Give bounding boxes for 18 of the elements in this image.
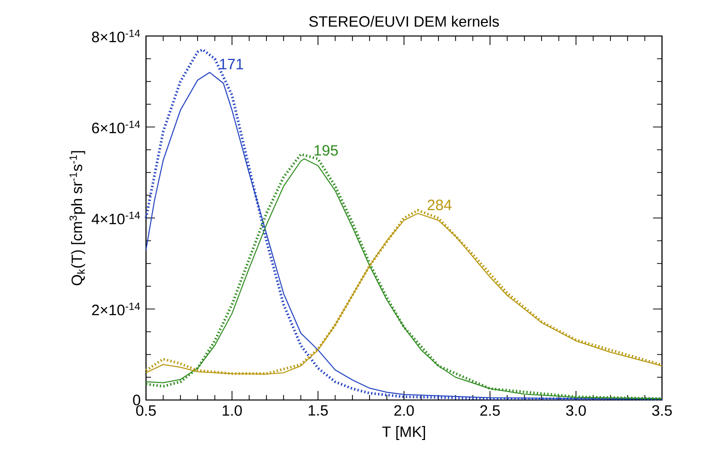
series-label: 171 [220, 58, 244, 70]
x-tick-label: 1.0 [222, 405, 242, 416]
x-tick-label: 3.0 [566, 405, 586, 416]
x-tick-label: 3.5 [652, 405, 672, 416]
y-tick-label: 8×10$^{-14}$ [92, 30, 140, 42]
x-tick-label: 0.5 [136, 405, 156, 416]
x-tick-label: 1.5 [308, 405, 328, 416]
chart-title: STEREO/EUVI DEM kernels [309, 16, 499, 27]
y-tick-label: 0 [133, 394, 140, 406]
x-tick-label: 2.0 [394, 405, 414, 416]
series-label: 284 [428, 200, 452, 210]
series-label: 195 [314, 145, 338, 156]
y-tick-label: 4×10$^{-14}$ [92, 212, 140, 224]
x-axis-title: T [MK] [382, 426, 425, 440]
x-tick-label: 2.5 [480, 405, 500, 416]
y-tick-label: 6×10$^{-14}$ [92, 120, 140, 134]
y-tick-label: 2×10$^{-14}$ [92, 302, 140, 316]
text: Q$_{k}$(T) [cm$^{3}$ph sr$^{-1}$s$^{-1}$] [69, 151, 86, 286]
